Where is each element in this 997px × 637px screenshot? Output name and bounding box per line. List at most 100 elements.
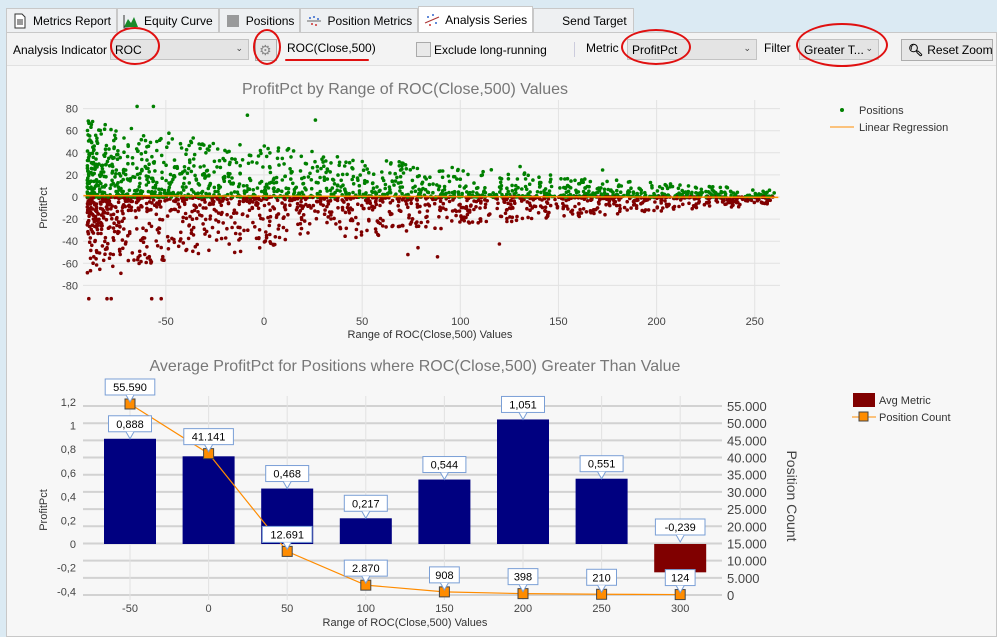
scatter-point [464, 215, 468, 220]
scatter-point [438, 208, 443, 213]
scatter-point [604, 202, 608, 207]
scatter-point [332, 182, 337, 186]
scatter-point [420, 180, 425, 185]
scatter-point [245, 199, 250, 203]
scatter-point [295, 201, 300, 206]
scatter-point [286, 190, 291, 195]
scatter-point [135, 172, 140, 177]
scatter-point [247, 208, 252, 212]
scatter-point [340, 205, 345, 210]
scatter-point [495, 197, 500, 201]
scatter-point [145, 145, 149, 149]
scatter-point [465, 198, 469, 203]
scatter-point [104, 162, 108, 167]
scatter-point [102, 185, 107, 189]
tab-metrics-report[interactable]: Metrics Report [6, 8, 118, 32]
scatter-point [277, 223, 281, 228]
scatter-point [221, 196, 226, 201]
scatter-point [383, 196, 388, 200]
scatter-point [313, 159, 317, 164]
tab-positions[interactable]: Positions [218, 8, 301, 32]
scatter-point [483, 186, 487, 190]
tab-analysis-series[interactable]: Analysis Series [418, 6, 534, 32]
scatter-point [509, 206, 513, 211]
scatter-point [481, 190, 486, 194]
scatter-point [201, 206, 206, 210]
analysis-series-panel: Analysis Indicator ROC ⌄ ⚙ ROC(Close,500)… [6, 23, 997, 637]
scatter-point [280, 201, 284, 205]
scatter-point [326, 215, 331, 219]
scatter-point [181, 219, 185, 224]
scatter-point [212, 170, 216, 174]
scatter-point [135, 166, 139, 170]
scatter-point [761, 201, 765, 205]
scatter-point [362, 181, 367, 185]
scatter-point [474, 205, 478, 209]
scatter-point [612, 202, 616, 206]
scatter-point [250, 160, 254, 164]
scatter-point [111, 181, 115, 186]
scatter-point [238, 143, 242, 147]
scatter-point [508, 215, 512, 219]
tab-bar: Metrics Report Equity Curve Positions Po… [6, 6, 634, 32]
tab-send-target[interactable]: Send Target [533, 8, 634, 32]
scatter-point [154, 239, 158, 243]
scatter-point [166, 141, 171, 145]
scatter-point [497, 242, 502, 246]
scatter-point [549, 177, 553, 182]
scatter-point [729, 193, 733, 198]
scatter-point [116, 149, 120, 153]
scatter-point [268, 232, 272, 237]
scatter-point [155, 227, 160, 232]
scatter-point [510, 183, 514, 188]
scatter-point [92, 144, 96, 148]
scatter-point [416, 224, 421, 228]
scatter-point [506, 172, 511, 177]
scatter-point [263, 239, 268, 243]
scatter-point [765, 200, 769, 204]
scatter-point [126, 258, 131, 263]
scatter-point [134, 200, 139, 205]
scatter-point [103, 252, 107, 256]
scatter-point [204, 191, 208, 196]
scatter-point [143, 138, 148, 143]
scatter-point [261, 165, 265, 169]
analysis-charts[interactable]: ProfitPct by Range of ROC(Close,500) Val… [0, 33, 997, 637]
scatter-point [186, 236, 191, 241]
scatter-point [126, 233, 130, 238]
scatter-point [345, 197, 349, 202]
scatter-point [155, 244, 160, 248]
scatter-point [241, 199, 246, 204]
scatter-point [276, 149, 281, 153]
exclude-long-running-checkbox[interactable] [416, 42, 431, 57]
scatter-point [359, 230, 364, 234]
scatter-point [296, 222, 300, 227]
scatter-point [172, 199, 176, 203]
bar [497, 419, 549, 544]
y-tick-label: 0,4 [61, 492, 76, 504]
scatter-point [105, 200, 110, 204]
scatter-point [306, 175, 311, 179]
scatter-point [380, 176, 385, 180]
count-data-label-pointer [125, 394, 135, 404]
scatter-point [170, 137, 175, 141]
scatter-point [197, 183, 202, 187]
scatter-point [578, 207, 582, 212]
scatter-point [548, 173, 553, 177]
tab-position-metrics[interactable]: Position Metrics [300, 8, 419, 32]
reset-zoom-button[interactable]: 🔍︎ Reset Zoom [901, 39, 993, 61]
scatter-point [413, 184, 417, 189]
scatter-point [148, 140, 153, 145]
scatter-point [400, 161, 404, 165]
scatter-point [91, 155, 96, 160]
scatter-point [289, 155, 293, 159]
scatter-point [655, 189, 660, 193]
x-tick-label: 250 [746, 316, 764, 328]
scatter-point [495, 206, 500, 211]
scatter-point [523, 184, 528, 189]
scatter-point [115, 215, 119, 220]
count-data-label: 2.870 [352, 563, 380, 575]
x-tick-label: 50 [281, 603, 293, 615]
scatter-point [324, 159, 328, 163]
scatter-point [538, 204, 543, 208]
